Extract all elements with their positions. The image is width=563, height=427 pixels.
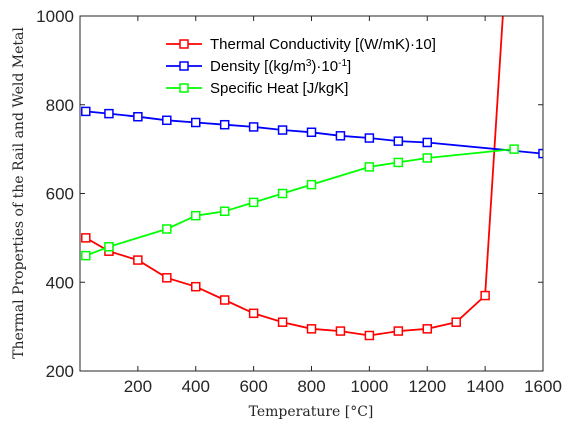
series-1-point [104,108,114,119]
series-1-point [219,119,230,130]
series-0-point [219,295,230,305]
y-axis: 200 400 600 800 1000 [36,7,543,381]
series-1-point [133,111,143,122]
legend: Thermal Conductivity [(W/mK)·10] Density … [166,36,436,97]
series-2-point [81,250,91,261]
series-1-point [277,125,288,135]
series-1-point [162,115,172,126]
x-tick-label: 800 [297,377,325,396]
series-1-point [81,106,91,117]
series-2-point [219,206,230,216]
y-tick-label: 800 [46,96,74,115]
x-tick-label: 1000 [350,377,388,396]
legend-label-2: Specific Heat [J/kgK] [210,80,348,97]
series-0-point [81,233,91,243]
series-0-point [335,326,346,336]
y-tick-label: 400 [46,273,74,292]
series-0-point [162,273,172,283]
x-tick-label: 1200 [408,377,446,396]
series-1-point [393,136,404,146]
series-2-point [104,242,114,252]
series-0-point [393,326,404,336]
x-axis-title: Temperature [°C] [249,404,374,420]
series-2-point [191,210,201,221]
series-1-point [422,137,432,148]
y-tick-label: 600 [46,185,74,204]
y-tick-label: 200 [46,362,74,381]
legend-label-part: )·10 [311,58,338,75]
series-2-point [248,197,259,208]
x-tick-label: 200 [124,377,152,396]
series-2-point [422,153,432,163]
series-line-0 [85,16,504,337]
legend-label-part: ] [347,58,351,75]
series-0-point [451,317,461,327]
y-axis-title: Thermal Properties of the Rail and Weld … [11,27,27,359]
x-tick-label: 600 [239,377,267,396]
series-0-point [191,281,201,292]
legend-label-1: Density [(kg/m3)·10-1] [210,58,351,76]
x-axis: 200 400 600 800 1000 1200 1400 1600 [124,16,562,396]
series-2-point [364,162,375,172]
series-0-point [133,255,143,265]
series-0-point [364,330,375,341]
x-tick-label: 1600 [524,377,562,396]
series-1-point [191,117,201,128]
legend-marker-0 [179,39,189,49]
series-1-point [538,148,543,159]
legend-marker-2 [179,83,189,93]
series-1-point [364,133,375,143]
legend-label-part: Density [(kg/m [210,58,306,75]
series-layer [81,16,543,341]
y-tick-label: 1000 [36,7,74,26]
series-2-point [393,157,404,168]
legend-label-0: Thermal Conductivity [(W/mK)·10] [210,36,436,53]
series-0-point [422,324,432,334]
x-tick-label: 1400 [466,377,504,396]
series-2-point [509,144,519,154]
series-1-point [306,127,317,138]
x-tick-label: 400 [182,377,210,396]
series-0-point [248,308,259,319]
series-2-point [162,224,172,234]
series-1-point [248,122,259,132]
series-line-1 [85,110,543,155]
legend-marker-1 [179,61,189,71]
legend-label-part: -1 [338,58,347,69]
series-0-point [277,317,288,327]
series-2-point [306,179,317,190]
series-0-point [306,324,317,334]
series-line-2 [85,148,515,257]
series-0-point [480,290,490,301]
legend-label-part: 3 [306,58,312,69]
series-2-point [277,188,288,199]
series-1-point [335,131,346,141]
